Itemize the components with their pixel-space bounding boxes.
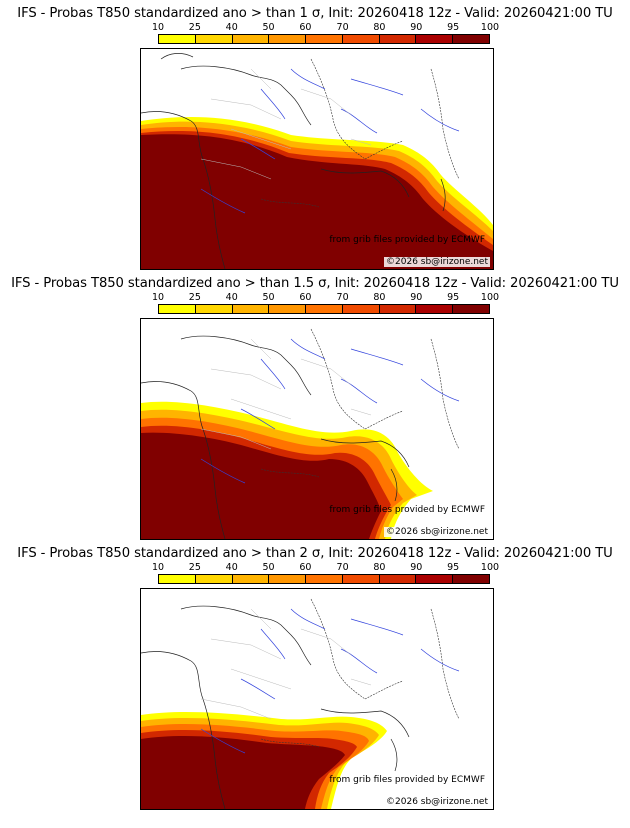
probability-map: from grib files provided by ECMWF ©2026 … [140, 48, 494, 270]
legend-swatch [342, 305, 380, 313]
panel-title: IFS - Probas T850 standardized ano > tha… [17, 546, 613, 561]
regional-borders [200, 608, 372, 720]
legend-tick: 80 [373, 292, 386, 303]
country-borders [260, 58, 460, 208]
legend-swatch [232, 35, 270, 43]
legend-tick: 90 [410, 22, 423, 33]
probability-map: from grib files provided by ECMWF ©2026 … [140, 588, 494, 810]
legend-tick: 10 [151, 562, 165, 573]
legend-tick: 100 [480, 22, 500, 33]
legend-swatch [195, 575, 233, 583]
prob-area-95 [141, 134, 493, 269]
country-borders [260, 598, 460, 748]
legend-tick: 50 [262, 22, 275, 33]
forecast-panel-1sigma: IFS - Probas T850 standardized ano > tha… [0, 0, 630, 270]
coastline [141, 53, 446, 269]
rivers [200, 608, 460, 754]
map-svg [141, 53, 493, 269]
rivers [200, 338, 460, 484]
coastline [141, 605, 410, 809]
regional-borders [200, 68, 372, 180]
legend-tick: 90 [410, 292, 423, 303]
legend-swatch [232, 575, 270, 583]
legend-tick: 70 [336, 292, 349, 303]
forecast-panel-1-5sigma: IFS - Probas T850 standardized ano > tha… [0, 270, 630, 540]
legend-tick: 40 [225, 22, 238, 33]
legend-swatch [342, 35, 380, 43]
legend-swatch [159, 305, 196, 313]
legend-tick: 100 [480, 562, 500, 573]
panel-title: IFS - Probas T850 standardized ano > tha… [17, 6, 613, 21]
legend-swatch [195, 305, 233, 313]
legend-tick: 60 [299, 292, 312, 303]
legend-tick: 60 [299, 562, 312, 573]
legend-swatch [269, 35, 307, 43]
legend-swatch [416, 305, 454, 313]
legend-tick: 70 [336, 22, 349, 33]
legend-tick: 50 [262, 562, 275, 573]
legend-tick: 40 [225, 562, 238, 573]
legend-ticks: 10 25 40 50 60 70 80 90 95 100 [152, 22, 499, 34]
data-credit: from grib files provided by ECMWF [329, 505, 485, 515]
panel-title: IFS - Probas T850 standardized ano > tha… [11, 276, 619, 291]
legend-swatch [306, 35, 343, 43]
legend-tick: 40 [225, 292, 238, 303]
legend-tick: 95 [447, 562, 460, 573]
legend-swatch [306, 575, 343, 583]
rivers [200, 68, 460, 214]
copyright: ©2026 sb@irizone.net [384, 527, 490, 537]
prob-area-95 [141, 736, 345, 809]
map-svg [141, 328, 460, 539]
legend-tick: 90 [410, 562, 423, 573]
legend-tick: 50 [262, 292, 275, 303]
copyright: ©2026 sb@irizone.net [384, 257, 490, 267]
legend-tick: 10 [151, 292, 165, 303]
legend-swatch [379, 575, 417, 583]
legend-ticks: 10 25 40 50 60 70 80 90 95 100 [152, 292, 499, 304]
data-credit: from grib files provided by ECMWF [329, 775, 485, 785]
regional-borders [200, 338, 372, 450]
legend-tick: 95 [447, 22, 460, 33]
copyright: ©2026 sb@irizone.net [384, 797, 490, 807]
map-svg [141, 598, 460, 809]
legend-swatch [453, 575, 490, 583]
legend-swatch [416, 35, 454, 43]
color-legend [158, 304, 490, 314]
legend-swatch [453, 305, 490, 313]
legend-swatch [306, 305, 343, 313]
legend-tick: 100 [480, 292, 500, 303]
legend-swatch [342, 575, 380, 583]
legend-tick: 80 [373, 562, 386, 573]
legend-swatch [159, 575, 196, 583]
coastline [141, 335, 410, 539]
legend-tick: 25 [188, 22, 201, 33]
legend-tick: 25 [188, 562, 201, 573]
color-legend [158, 34, 490, 44]
color-legend [158, 574, 490, 584]
legend-swatch [269, 575, 307, 583]
legend-tick: 25 [188, 292, 201, 303]
legend-swatch [379, 305, 417, 313]
legend-tick: 60 [299, 22, 312, 33]
data-credit: from grib files provided by ECMWF [329, 235, 485, 245]
legend-tick: 80 [373, 22, 386, 33]
legend-swatch [379, 35, 417, 43]
legend-swatch [159, 35, 196, 43]
legend-ticks: 10 25 40 50 60 70 80 90 95 100 [152, 562, 499, 574]
legend-swatch [269, 305, 307, 313]
legend-swatch [232, 305, 270, 313]
forecast-panel-2sigma: IFS - Probas T850 standardized ano > tha… [0, 540, 630, 810]
legend-swatch [416, 575, 454, 583]
country-borders [260, 328, 460, 478]
legend-swatch [453, 35, 490, 43]
legend-swatch [195, 35, 233, 43]
legend-tick: 95 [447, 292, 460, 303]
probability-map: from grib files provided by ECMWF ©2026 … [140, 318, 494, 540]
legend-tick: 70 [336, 562, 349, 573]
legend-tick: 10 [151, 22, 165, 33]
